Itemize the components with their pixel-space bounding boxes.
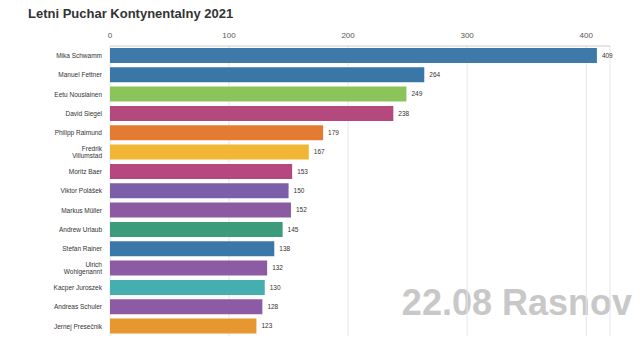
svg-text:Jernej Presečnik: Jernej Presečnik bbox=[54, 323, 103, 331]
svg-text:Markus Müller: Markus Müller bbox=[61, 207, 103, 214]
svg-text:Mika Schwamm: Mika Schwamm bbox=[56, 52, 102, 59]
svg-text:Viktor Polášek: Viktor Polášek bbox=[61, 187, 103, 194]
html-text:22.08 Rasnov: 22.08 Rasnov bbox=[401, 282, 632, 323]
svg-text:132: 132 bbox=[272, 264, 283, 271]
svg-text:138: 138 bbox=[279, 245, 290, 252]
svg-text:300: 300 bbox=[460, 31, 474, 40]
svg-text:123: 123 bbox=[261, 322, 272, 329]
svg-text:0: 0 bbox=[108, 31, 113, 40]
svg-text:Eetu Nousiainen: Eetu Nousiainen bbox=[54, 91, 102, 98]
svg-text:128: 128 bbox=[267, 303, 278, 310]
svg-text:Moritz Baer: Moritz Baer bbox=[69, 168, 103, 175]
svg-text:167: 167 bbox=[314, 148, 325, 155]
svg-text:264: 264 bbox=[429, 71, 440, 78]
svg-text:Philipp Raimund: Philipp Raimund bbox=[55, 129, 103, 137]
svg-text:400: 400 bbox=[580, 31, 594, 40]
svg-text:238: 238 bbox=[398, 110, 409, 117]
svg-text:153: 153 bbox=[297, 168, 308, 175]
svg-text:150: 150 bbox=[294, 187, 305, 194]
svg-text:249: 249 bbox=[411, 90, 422, 97]
svg-text:152: 152 bbox=[296, 206, 307, 213]
svg-text:100: 100 bbox=[222, 31, 236, 40]
svg-text:Stefan Rainer: Stefan Rainer bbox=[62, 245, 103, 252]
svg-text:FredrikVillumstad: FredrikVillumstad bbox=[72, 145, 103, 158]
svg-text:David Siegel: David Siegel bbox=[66, 110, 103, 118]
svg-text:Andreas Schuler: Andreas Schuler bbox=[54, 303, 103, 310]
html-text:Letni Puchar Kontynentalny 202: Letni Puchar Kontynentalny 2021 bbox=[28, 6, 234, 21]
svg-text:409: 409 bbox=[602, 52, 613, 59]
svg-text:Kacper Juroszek: Kacper Juroszek bbox=[54, 284, 103, 292]
svg-text:130: 130 bbox=[270, 284, 281, 291]
svg-text:200: 200 bbox=[341, 31, 355, 40]
svg-text:179: 179 bbox=[328, 129, 339, 136]
svg-text:Manuel Fettner: Manuel Fettner bbox=[58, 71, 103, 78]
svg-text:UlrichWohlgenannt: UlrichWohlgenannt bbox=[64, 261, 103, 276]
svg-text:145: 145 bbox=[288, 226, 299, 233]
svg-text:Andrew Urlaub: Andrew Urlaub bbox=[59, 226, 102, 233]
